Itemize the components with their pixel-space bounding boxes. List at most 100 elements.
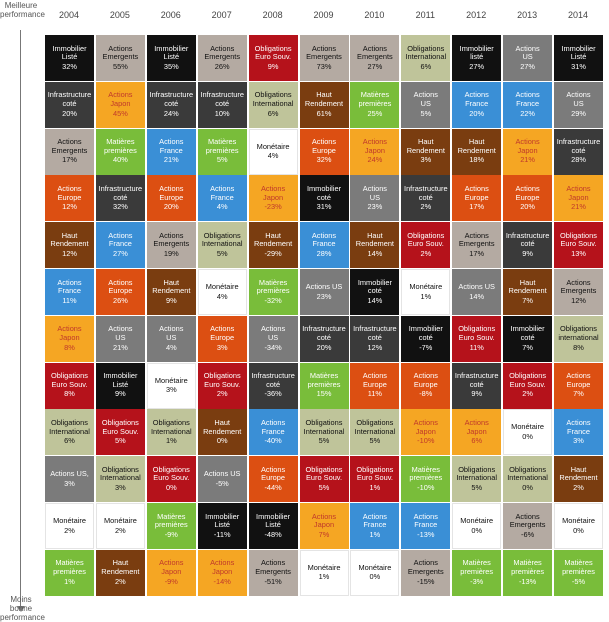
asset-cell: Infrastructure coté 9%: [452, 362, 502, 409]
asset-cell: Matières premières -3%: [452, 549, 502, 596]
asset-cell: Actions France 27%: [95, 222, 145, 269]
asset-cell: Haut Rendement 61%: [299, 81, 349, 128]
asset-return: 31%: [571, 61, 586, 71]
asset-return: 17%: [469, 202, 485, 212]
asset-name: Actions US: [203, 469, 241, 479]
asset-return: 45%: [112, 108, 128, 118]
asset-name: Immobilier Listé: [256, 511, 291, 530]
asset-name: Actions Emergents: [509, 511, 546, 530]
asset-cell: Immobilier Listé 9%: [95, 362, 145, 409]
asset-name: Monétaire: [154, 375, 188, 385]
asset-name: Actions US: [305, 281, 343, 291]
asset-cell: Immobilier Listé 32%: [45, 35, 94, 81]
asset-name: Matières premières: [460, 558, 494, 576]
asset-name: Infrastructure coté: [454, 371, 499, 389]
asset-return: 35%: [163, 61, 179, 71]
asset-name: Obligations international: [558, 324, 599, 342]
asset-cell: Infrastructure coté 2%: [401, 175, 451, 222]
asset-name: Obligations International: [150, 418, 192, 436]
asset-cell: Actions France 28%: [299, 222, 349, 269]
asset-name: Obligations International: [252, 90, 294, 108]
asset-name: Haut Rendement: [253, 230, 293, 249]
asset-name: Actions Europe: [413, 371, 438, 389]
asset-name: Immobilier Listé: [52, 43, 87, 62]
asset-return: 27%: [112, 248, 128, 258]
asset-name: Actions France: [159, 137, 184, 155]
asset-cell: Obligations International 5%: [452, 456, 502, 503]
asset-return: -40%: [264, 436, 282, 446]
asset-name: Haut Rendement: [406, 137, 445, 155]
asset-return: -9%: [164, 576, 178, 586]
asset-return: 27%: [367, 61, 383, 71]
asset-cell: Monétaire 2%: [95, 503, 145, 549]
asset-return: 20%: [62, 108, 77, 118]
asset-return: 1%: [420, 291, 432, 301]
asset-name: Actions Europe: [260, 464, 286, 483]
asset-return: 25%: [367, 108, 383, 118]
asset-cell: Actions US, 3%: [45, 456, 94, 503]
asset-cell: Haut Rendement 14%: [350, 222, 400, 269]
asset-name: Haut Rendement: [457, 137, 496, 155]
asset-name: Obligations International: [201, 230, 243, 249]
asset-cell: Obligations Euro Souv. 8%: [45, 362, 94, 409]
asset-cell: Infrastructure coté 32%: [95, 175, 145, 222]
asset-return: 13%: [571, 248, 586, 258]
asset-name: Immobilier coté: [357, 277, 392, 296]
asset-name: Actions US: [108, 324, 133, 342]
asset-cell: Haut Rendement 18%: [452, 128, 502, 175]
asset-return: 28%: [571, 155, 586, 165]
asset-name: Actions Japon: [108, 90, 133, 108]
asset-return: 11%: [469, 342, 484, 352]
asset-cell: Obligations international 8%: [554, 315, 603, 362]
asset-name: Actions US: [458, 281, 495, 291]
asset-name: Matières premières: [154, 511, 188, 530]
asset-return: 3%: [115, 482, 126, 492]
asset-name: Actions Japon: [159, 558, 184, 576]
asset-cell: Monétaire 0%: [554, 503, 603, 549]
asset-return: -11%: [213, 529, 231, 539]
asset-cell: Actions Europe 17%: [452, 175, 502, 222]
asset-name: Obligations Euro Souv.: [407, 230, 445, 249]
asset-name: Immobilier coté: [306, 184, 342, 202]
asset-return: 6%: [420, 61, 432, 71]
asset-cell: Actions France 3%: [554, 409, 603, 456]
asset-name: Actions France: [413, 511, 438, 530]
asset-name: Haut Rendement: [203, 418, 242, 436]
asset-cell: Immobilier Listé -48%: [248, 503, 298, 549]
year-label: 2008: [262, 10, 283, 20]
performance-axis-line: [20, 30, 21, 608]
asset-cell: Obligations Euro Souv. 2%: [503, 362, 553, 409]
asset-cell: Haut Rendement 2%: [554, 456, 603, 503]
asset-name: Obligations Euro Souv.: [51, 371, 88, 389]
asset-name: Immobilier coté: [408, 324, 443, 342]
asset-cell: Actions France 21%: [146, 128, 196, 175]
asset-return: 20%: [316, 342, 332, 352]
asset-cell: Actions Japon -10%: [401, 409, 451, 456]
asset-name: Actions US: [566, 90, 591, 108]
asset-cell: Actions Emergents -15%: [401, 549, 451, 596]
asset-name: Actions US: [362, 184, 388, 202]
asset-return: 2%: [420, 248, 432, 258]
asset-cell: Actions US 14%: [452, 269, 502, 315]
asset-cell: Actions Europe -44%: [248, 456, 298, 503]
asset-cell: Actions Emergents -6%: [503, 503, 553, 549]
asset-cell: Actions France 20%: [452, 81, 502, 128]
asset-return: 73%: [316, 61, 332, 71]
asset-name: Matières premières: [53, 558, 86, 576]
asset-name: Monétaire: [103, 515, 137, 525]
asset-name: Infrastructure coté: [200, 90, 244, 108]
asset-return: -9%: [164, 529, 178, 539]
asset-name: Infrastructure coté: [302, 324, 346, 342]
asset-name: Infrastructure coté: [251, 371, 295, 389]
asset-return: 5%: [369, 436, 381, 446]
asset-name: Actions Europe: [515, 184, 540, 202]
asset-name: Actions Emergents: [560, 277, 597, 296]
asset-return: 12%: [62, 248, 77, 258]
asset-cell: Actions Emergents 27%: [350, 35, 400, 81]
asset-name: Actions Japon: [464, 418, 489, 436]
asset-return: -10%: [417, 482, 435, 492]
asset-name: Actions France: [362, 511, 388, 530]
asset-cell: Actions Emergents 12%: [554, 269, 603, 315]
asset-return: 19%: [163, 248, 179, 258]
asset-cell: Monétaire 1%: [401, 269, 451, 315]
